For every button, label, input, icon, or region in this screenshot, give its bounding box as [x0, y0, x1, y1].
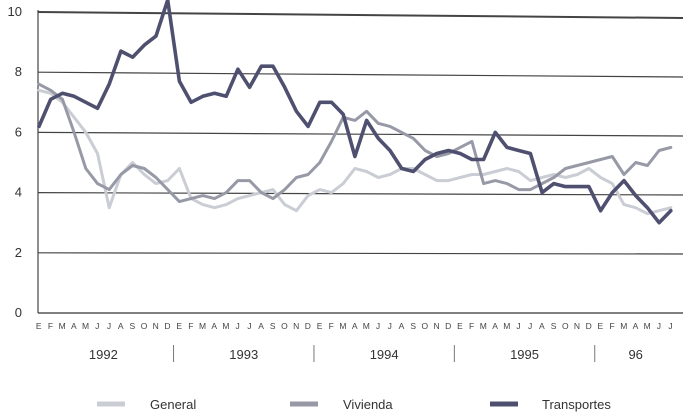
gridline-10: [37, 11, 683, 19]
y-tick-label: 0: [15, 305, 22, 320]
x-month-label: J: [528, 321, 533, 331]
x-axis-year-labels: 1992 1993 1994 1995 96: [89, 345, 643, 362]
x-month-label: A: [633, 321, 639, 331]
x-month-label: O: [141, 321, 148, 331]
x-month-label: M: [339, 321, 347, 331]
x-month-label: E: [457, 321, 463, 331]
y-axis-ticks: 0 2 4 6 8 10: [8, 4, 22, 320]
x-month-label: F: [329, 321, 335, 331]
x-month-label: A: [71, 321, 77, 331]
x-year-label: 1992: [89, 347, 118, 362]
x-month-label: A: [118, 321, 124, 331]
x-month-label: E: [598, 321, 604, 331]
x-month-label: O: [281, 321, 288, 331]
x-month-label: M: [503, 321, 511, 331]
x-month-label: J: [657, 321, 662, 331]
x-month-label: S: [551, 321, 557, 331]
x-month-label: M: [82, 321, 90, 331]
series-line-vivienda: [37, 82, 673, 204]
series-line-transportes: [37, 0, 673, 225]
gridline-8: [37, 71, 683, 78]
x-month-label: J: [95, 321, 100, 331]
x-month-label: F: [188, 321, 194, 331]
gridline-2: [37, 252, 683, 255]
x-month-label: M: [363, 321, 371, 331]
x-month-label: A: [258, 321, 264, 331]
x-month-label: N: [433, 321, 440, 331]
x-month-label: D: [164, 321, 171, 331]
x-month-label: A: [539, 321, 545, 331]
x-month-label: M: [59, 321, 67, 331]
x-year-label: 1993: [229, 347, 258, 362]
x-month-label: M: [222, 321, 230, 331]
x-year-label: 96: [628, 347, 642, 362]
x-month-label: N: [574, 321, 581, 331]
x-month-label: M: [620, 321, 628, 331]
gridlines: [37, 10, 683, 314]
series-lines: [37, 0, 673, 225]
series-line-general: [37, 88, 673, 216]
x-year-label: 1995: [510, 347, 539, 362]
x-month-label: J: [107, 321, 112, 331]
x-month-label: M: [199, 321, 207, 331]
x-month-label: F: [48, 321, 54, 331]
x-month-label: M: [480, 321, 488, 331]
x-month-label: D: [586, 321, 593, 331]
x-month-label: A: [211, 321, 217, 331]
gridline-4: [37, 192, 683, 196]
legend-label-general: General: [150, 397, 196, 412]
x-month-label: D: [305, 321, 312, 331]
y-tick-label: 4: [15, 185, 22, 200]
x-month-label: M: [644, 321, 652, 331]
legend-label-transportes: Transportes: [542, 397, 611, 412]
x-month-label: D: [445, 321, 452, 331]
x-month-label: E: [176, 321, 182, 331]
x-month-label: S: [410, 321, 416, 331]
x-month-label: A: [492, 321, 498, 331]
y-tick-label: 6: [15, 124, 22, 139]
x-year-label: 1994: [370, 347, 399, 362]
x-month-label: J: [388, 321, 393, 331]
y-tick-label: 2: [15, 245, 22, 260]
x-month-label: J: [516, 321, 521, 331]
x-month-label: E: [317, 321, 323, 331]
x-month-label: F: [609, 321, 615, 331]
x-month-label: O: [422, 321, 429, 331]
x-month-label: J: [668, 321, 673, 331]
x-month-label: J: [376, 321, 381, 331]
x-month-label: S: [270, 321, 276, 331]
x-month-label: J: [236, 321, 241, 331]
x-month-label: N: [293, 321, 300, 331]
y-tick-label: 10: [8, 4, 22, 19]
x-month-label: E: [36, 321, 42, 331]
x-month-label: F: [469, 321, 475, 331]
x-month-label: O: [562, 321, 569, 331]
legend: General Vivienda Transportes: [97, 397, 611, 412]
y-tick-label: 8: [15, 64, 22, 79]
x-month-label: A: [399, 321, 405, 331]
x-month-label: S: [130, 321, 136, 331]
x-month-label: A: [352, 321, 358, 331]
x-month-label: N: [153, 321, 160, 331]
x-month-label: J: [247, 321, 252, 331]
legend-label-vivienda: Vivienda: [343, 397, 393, 412]
